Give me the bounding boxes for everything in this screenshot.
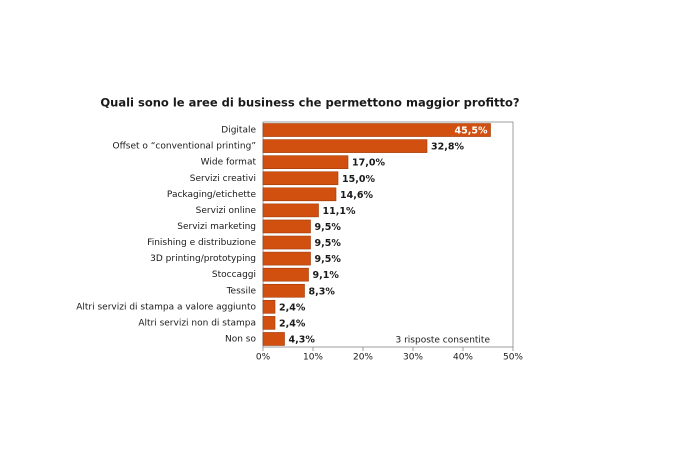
- y-tick-label: Servizi marketing: [177, 222, 256, 232]
- x-tick-label: 10%: [303, 353, 323, 363]
- y-tick-label: Altri servizi non di stampa: [138, 318, 256, 328]
- y-tick-label: Wide format: [201, 158, 257, 168]
- value-label: 9,1%: [313, 270, 340, 281]
- y-tick-label: Tessile: [226, 286, 257, 296]
- y-tick-label: Digitale: [221, 126, 256, 136]
- annotation: 3 risposte consentite: [396, 336, 491, 346]
- value-label: 9,5%: [315, 222, 342, 233]
- x-tick-label: 20%: [353, 353, 373, 363]
- bar: [262, 267, 309, 282]
- y-tick-label: Finishing e distribuzione: [147, 238, 256, 248]
- bar: [262, 235, 311, 250]
- value-label: 14,6%: [340, 190, 373, 201]
- value-label: 8,3%: [309, 286, 336, 297]
- bar: [262, 139, 428, 153]
- y-tick-label: Offset o “conventional printing”: [113, 142, 257, 152]
- x-tick-label: 40%: [453, 353, 473, 363]
- value-label: 4,3%: [289, 334, 316, 345]
- bar: [262, 332, 285, 346]
- x-tick-label: 0%: [256, 353, 271, 363]
- bar: [262, 316, 276, 330]
- value-label: 9,5%: [315, 254, 342, 265]
- chart-title: Quali sono le aree di business che perme…: [100, 96, 519, 110]
- value-label: 15,0%: [342, 174, 375, 185]
- x-tick-label: 30%: [403, 353, 423, 363]
- bar: [262, 251, 311, 266]
- value-label: 2,4%: [279, 318, 306, 329]
- value-label: 32,8%: [431, 142, 464, 153]
- y-tick-label: Stoccaggi: [212, 270, 256, 280]
- value-label: 9,5%: [315, 238, 342, 249]
- x-tick-label: 50%: [503, 353, 523, 363]
- y-tick-label: Servizi creativi: [190, 174, 256, 184]
- value-label: 17,0%: [352, 158, 385, 169]
- bar: [262, 155, 349, 169]
- plot-frame: [262, 121, 514, 348]
- y-tick-label: Servizi online: [196, 206, 257, 216]
- bar: [262, 187, 337, 202]
- bar: [262, 171, 339, 186]
- bar: [262, 123, 491, 137]
- bar: [262, 300, 276, 314]
- value-label: 45,5%: [455, 126, 488, 137]
- value-label: 11,1%: [323, 206, 356, 217]
- value-label: 2,4%: [279, 302, 306, 313]
- y-tick-label: Non so: [225, 334, 256, 344]
- bar: [262, 283, 305, 298]
- bar: [262, 203, 319, 218]
- y-tick-label: Packaging/etichette: [167, 190, 257, 200]
- y-tick-label: 3D printing/prototyping: [150, 254, 256, 264]
- y-tick-label: Altri servizi di stampa a valore aggiunt…: [76, 302, 256, 312]
- bar: [262, 219, 311, 234]
